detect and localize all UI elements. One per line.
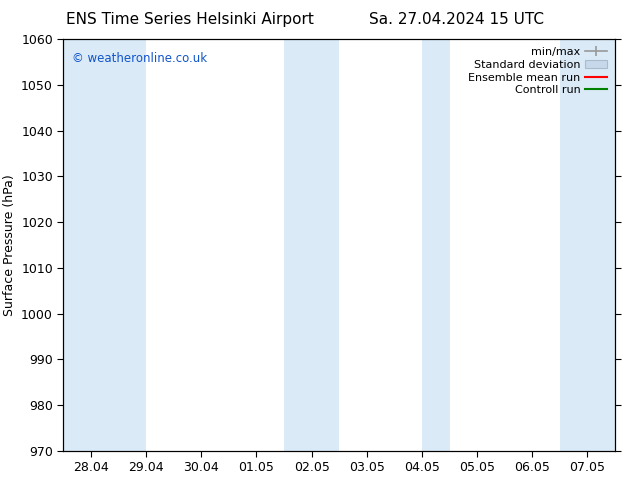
Bar [284,39,339,451]
Text: © weatheronline.co.uk: © weatheronline.co.uk [72,51,207,65]
Text: Sa. 27.04.2024 15 UTC: Sa. 27.04.2024 15 UTC [369,12,544,27]
Y-axis label: Surface Pressure (hPa): Surface Pressure (hPa) [3,174,16,316]
Bar [560,39,615,451]
Bar [63,39,146,451]
Text: ENS Time Series Helsinki Airport: ENS Time Series Helsinki Airport [67,12,314,27]
Bar [422,39,450,451]
Legend: min/max, Standard deviation, Ensemble mean run, Controll run: min/max, Standard deviation, Ensemble me… [466,45,609,98]
